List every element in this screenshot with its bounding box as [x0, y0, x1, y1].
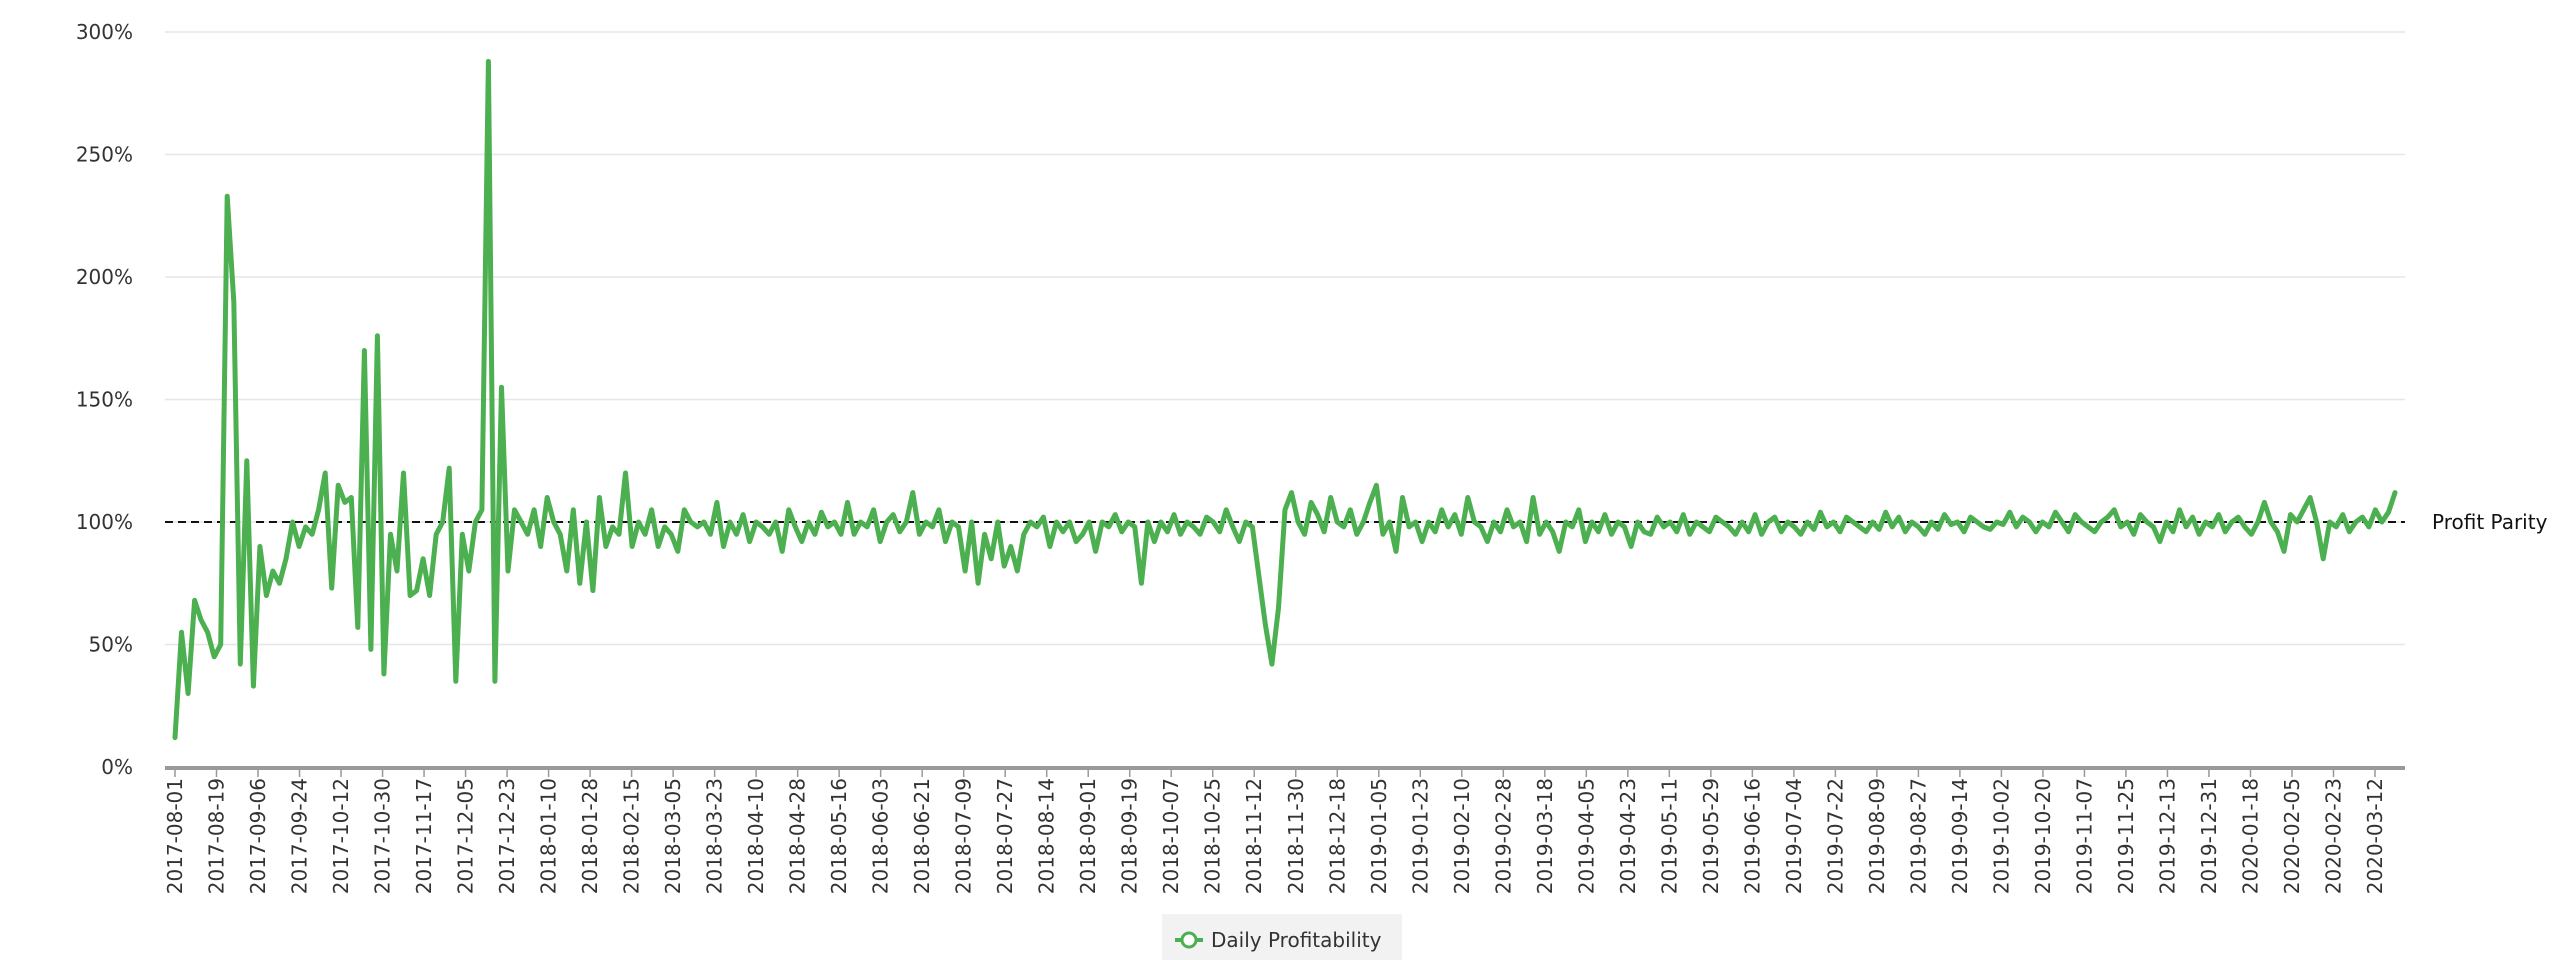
x-tick-label: 2017-12-23 [495, 778, 519, 894]
x-tick-label: 2018-02-15 [620, 778, 644, 894]
x-tick-label: 2018-10-07 [1159, 778, 1183, 894]
x-tick-label: 2018-08-14 [1035, 778, 1059, 894]
x-axis-ticks: 2017-08-01 2017-08-19 2017-09-06 2017-09-24… [163, 770, 2387, 894]
x-tick-label: 2019-08-27 [1906, 778, 1930, 894]
y-tick-label: 50% [89, 633, 133, 657]
x-tick-label: 2019-05-29 [1699, 778, 1723, 894]
x-tick-label: 2019-02-10 [1450, 778, 1474, 894]
x-tick-label: 2018-01-28 [578, 778, 602, 894]
x-tick-label: 2019-12-31 [2197, 778, 2221, 894]
x-tick-label: 2018-11-12 [1242, 778, 1266, 894]
gridlines [165, 31, 2405, 646]
y-tick-label: 250% [76, 143, 133, 167]
x-tick-label: 2019-04-05 [1574, 778, 1598, 894]
x-tick-label: 2020-03-12 [2363, 778, 2387, 894]
legend[interactable]: Daily Profitability [1162, 914, 1402, 960]
x-tick-label: 2019-10-02 [1989, 778, 2013, 894]
legend-label-daily-profitability[interactable]: Daily Profitability [1211, 928, 1382, 952]
x-tick-label: 2019-02-28 [1491, 778, 1515, 894]
x-tick-label: 2019-05-11 [1657, 778, 1681, 894]
y-tick-label: 150% [76, 388, 133, 412]
x-tick-label: 2017-08-01 [163, 778, 187, 894]
x-tick-label: 2020-02-05 [2280, 778, 2304, 894]
x-tick-label: 2017-12-05 [454, 778, 478, 894]
x-tick-label: 2018-05-16 [827, 778, 851, 894]
x-tick-label: 2019-11-25 [2114, 778, 2138, 894]
x-tick-label: 2018-10-25 [1201, 778, 1225, 894]
x-tick-label: 2017-10-30 [371, 778, 395, 894]
x-tick-label: 2018-11-30 [1284, 778, 1308, 894]
x-tick-label: 2019-12-13 [2155, 778, 2179, 894]
x-tick-label: 2017-08-19 [205, 778, 229, 894]
y-tick-label: 200% [76, 265, 133, 289]
x-tick-label: 2018-01-10 [537, 778, 561, 894]
x-tick-label: 2018-07-27 [993, 778, 1017, 894]
x-tick-label: 2019-07-22 [1823, 778, 1847, 894]
x-tick-label: 2018-07-09 [952, 778, 976, 894]
x-tick-label: 2020-02-23 [2321, 778, 2345, 894]
x-tick-label: 2018-03-23 [703, 778, 727, 894]
x-tick-label: 2018-06-03 [869, 778, 893, 894]
x-tick-label: 2018-06-21 [910, 778, 934, 894]
x-tick-label: 2018-09-01 [1076, 778, 1100, 894]
legend-marker-icon [1180, 931, 1198, 949]
profit-parity-label: Profit Parity [2432, 510, 2548, 534]
x-tick-label: 2019-01-05 [1367, 778, 1391, 894]
x-tick-label: 2017-11-17 [412, 778, 436, 894]
x-tick-label: 2019-10-20 [2031, 778, 2055, 894]
x-tick-label: 2017-09-06 [246, 778, 270, 894]
x-tick-label: 2018-04-10 [744, 778, 768, 894]
series-line-daily-profitability [172, 58, 2398, 741]
x-tick-label: 2019-03-18 [1533, 778, 1557, 894]
x-tick-label: 2019-01-23 [1408, 778, 1432, 894]
legend-background [1162, 914, 1402, 960]
x-tick-label: 2019-08-09 [1865, 778, 1889, 894]
x-tick-label: 2019-06-16 [1740, 778, 1764, 894]
x-tick-label: 2018-09-19 [1118, 778, 1142, 894]
x-tick-label: 2019-11-07 [2072, 778, 2096, 894]
x-tick-label: 2018-03-05 [661, 778, 685, 894]
y-axis-ticks: 0% 50% 100% 150% 200% 250% 300% [76, 20, 133, 779]
x-tick-label: 2018-12-18 [1325, 778, 1349, 894]
y-tick-label: 0% [101, 755, 133, 779]
x-tick-label: 2017-10-12 [329, 778, 353, 894]
y-tick-label: 300% [76, 20, 133, 44]
x-tick-label: 2019-07-04 [1782, 778, 1806, 894]
x-tick-label: 2017-09-24 [288, 778, 312, 894]
x-tick-label: 2018-04-28 [786, 778, 810, 894]
x-tick-label: 2019-09-14 [1948, 778, 1972, 894]
x-tick-label: 2019-04-23 [1616, 778, 1640, 894]
y-tick-label: 100% [76, 510, 133, 534]
x-tick-label: 2020-01-18 [2238, 778, 2262, 894]
